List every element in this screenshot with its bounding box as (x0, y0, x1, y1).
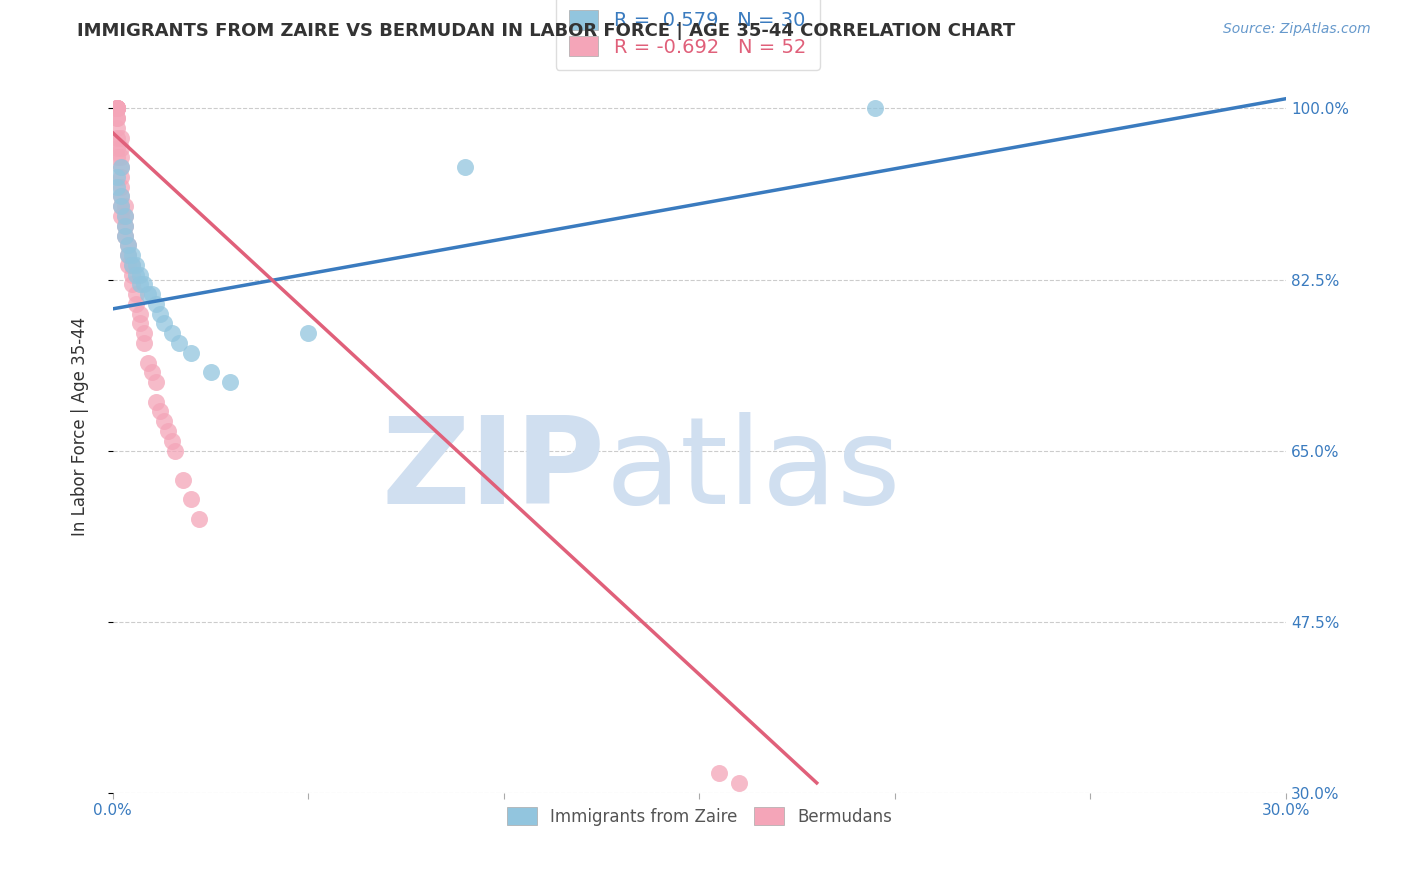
Point (160, 326, 183, 341)
Point (121, 268, 143, 282)
Text: ZIP: ZIP (382, 411, 606, 529)
Point (105, 150, 128, 164)
Point (114, 219, 136, 233)
Point (180, 346, 202, 360)
Point (105, 169, 128, 184)
Point (110, 160, 132, 174)
Point (121, 258, 143, 272)
Point (129, 268, 152, 282)
Point (110, 130, 132, 145)
Point (105, 130, 128, 145)
Point (129, 307, 152, 321)
Point (117, 238, 139, 252)
Point (110, 179, 132, 194)
Point (145, 394, 167, 409)
Point (105, 112, 128, 126)
Point (105, 102, 128, 116)
Point (125, 268, 148, 282)
Point (129, 317, 152, 331)
Point (152, 317, 174, 331)
Point (121, 277, 143, 292)
Point (200, 365, 222, 379)
Point (114, 228, 136, 243)
Point (152, 414, 174, 428)
Point (125, 287, 148, 301)
Point (110, 189, 132, 203)
Point (145, 375, 167, 389)
Point (156, 424, 179, 438)
Point (129, 277, 152, 292)
Point (865, 102, 887, 116)
Point (125, 258, 148, 272)
Point (141, 287, 163, 301)
Point (114, 228, 136, 243)
Y-axis label: In Labor Force | Age 35-44: In Labor Force | Age 35-44 (72, 317, 89, 536)
Point (141, 365, 163, 379)
Point (297, 326, 319, 341)
Text: atlas: atlas (606, 411, 901, 529)
Point (117, 258, 139, 272)
Point (180, 492, 202, 507)
Point (134, 336, 156, 351)
Point (117, 248, 139, 262)
Text: Source: ZipAtlas.com: Source: ZipAtlas.com (1223, 22, 1371, 37)
Point (727, 776, 749, 790)
Point (136, 287, 159, 301)
Point (187, 512, 209, 526)
Point (110, 140, 132, 154)
Point (110, 189, 132, 203)
Point (454, 160, 477, 174)
Point (105, 179, 128, 194)
Point (110, 160, 132, 174)
Text: IMMIGRANTS FROM ZAIRE VS BERMUDAN IN LABOR FORCE | AGE 35-44 CORRELATION CHART: IMMIGRANTS FROM ZAIRE VS BERMUDAN IN LAB… (77, 22, 1015, 40)
Legend: Immigrants from Zaire, Bermudans: Immigrants from Zaire, Bermudans (496, 797, 903, 836)
Point (110, 150, 132, 164)
Point (105, 102, 128, 116)
Point (125, 297, 148, 311)
Point (110, 169, 132, 184)
Point (160, 434, 183, 448)
Point (121, 248, 143, 262)
Point (165, 443, 187, 458)
Point (105, 102, 128, 116)
Point (149, 307, 172, 321)
Point (121, 258, 143, 272)
Point (145, 297, 167, 311)
Point (110, 209, 132, 223)
Point (105, 102, 128, 116)
Point (172, 473, 194, 487)
Point (169, 336, 191, 351)
Point (110, 199, 132, 213)
Point (105, 102, 128, 116)
Point (114, 199, 136, 213)
Point (105, 112, 128, 126)
Point (105, 121, 128, 136)
Point (110, 199, 132, 213)
Point (114, 219, 136, 233)
Point (114, 209, 136, 223)
Point (117, 238, 139, 252)
Point (105, 140, 128, 154)
Point (105, 102, 128, 116)
Point (136, 355, 159, 369)
Point (134, 326, 156, 341)
Point (707, 766, 730, 780)
Point (105, 102, 128, 116)
Point (219, 375, 242, 389)
Point (114, 209, 136, 223)
Point (149, 404, 172, 418)
Point (134, 277, 156, 292)
Point (117, 248, 139, 262)
